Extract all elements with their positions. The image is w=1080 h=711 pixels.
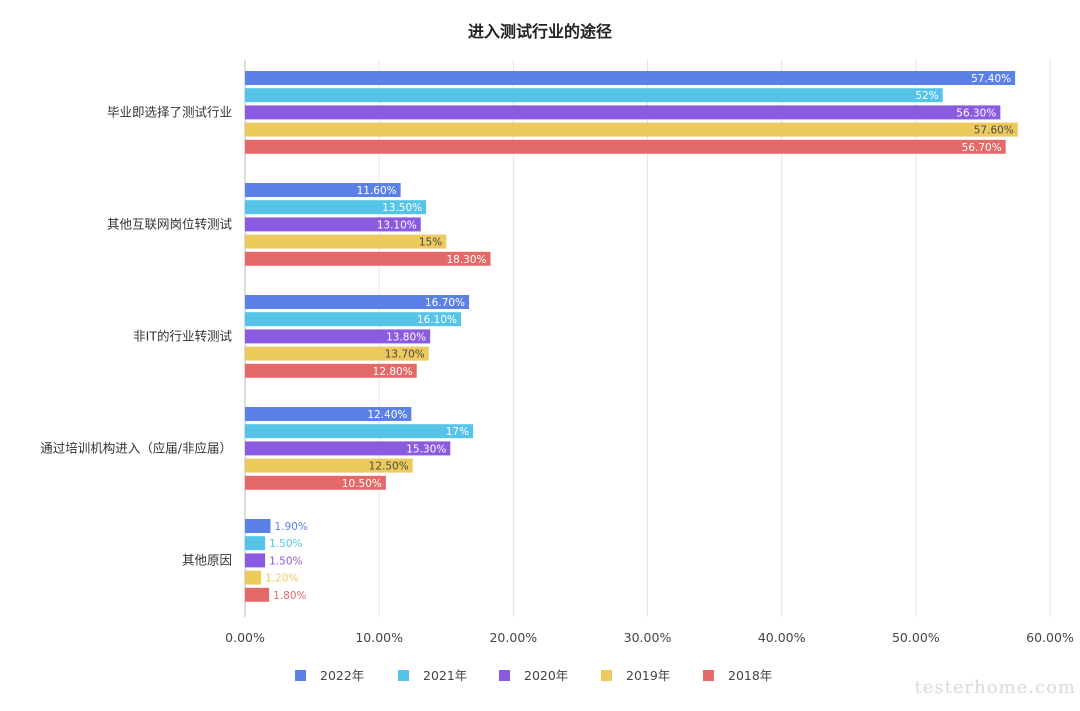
data-label: 52%	[915, 90, 938, 102]
bar	[245, 139, 1006, 154]
x-tick-label: 10.00%	[355, 630, 403, 645]
category-label: 非IT的行业转测试	[133, 328, 232, 343]
data-label: 56.70%	[962, 142, 1002, 154]
chart-title: 进入测试行业的途径	[468, 22, 612, 41]
category-label: 毕业即选择了测试行业	[107, 104, 232, 119]
data-label: 12.80%	[373, 366, 413, 378]
data-label: 56.30%	[956, 107, 996, 119]
watermark: testerhome.com	[915, 677, 1076, 698]
data-label: 16.10%	[417, 314, 457, 326]
bar	[245, 217, 421, 232]
data-label: 12.50%	[369, 461, 409, 473]
bar	[245, 424, 474, 439]
data-label: 1.20%	[265, 573, 298, 585]
legend-swatch	[295, 670, 306, 681]
data-label: 1.50%	[269, 538, 302, 550]
bar	[245, 475, 386, 490]
legend-swatch	[499, 670, 510, 681]
bar	[245, 329, 431, 344]
data-label: 1.50%	[269, 555, 302, 567]
bar	[245, 407, 412, 421]
value-axis: 0.00% 10.00% 20.00% 30.00% 40.00% 50.00% 60.00…	[225, 630, 1074, 645]
category-axis: 毕业即选择了测试行业其他互联网岗位转测试非IT的行业转测试通过培训机构进入（应届…	[40, 104, 232, 567]
category-label: 其他互联网岗位转测试	[107, 216, 233, 231]
data-label: 15%	[419, 237, 442, 249]
legend-label: 2020年	[524, 668, 568, 683]
data-labels: 57.40% 52% 56.30% 57.60% 56.70% 11.60% 13.50% 1…	[265, 73, 1014, 602]
data-label: 57.60%	[974, 125, 1014, 137]
data-label: 11.60%	[357, 185, 397, 197]
data-label: 1.80%	[273, 590, 306, 602]
bar	[245, 71, 1016, 85]
bar	[245, 587, 270, 602]
bar	[245, 105, 1001, 120]
x-tick-label: 0.00%	[225, 630, 265, 645]
data-label: 10.50%	[342, 478, 382, 490]
data-label: 15.30%	[406, 443, 446, 455]
bar	[245, 458, 413, 473]
x-tick-label: 20.00%	[489, 630, 537, 645]
data-label: 17%	[446, 426, 469, 438]
data-label: 12.40%	[367, 409, 407, 421]
bar	[245, 200, 427, 215]
x-tick-label: 50.00%	[892, 630, 940, 645]
data-label: 13.50%	[382, 202, 422, 214]
category-label: 其他原因	[182, 552, 232, 567]
x-tick-label: 30.00%	[624, 630, 672, 645]
bar	[245, 536, 266, 551]
legend-label: 2018年	[728, 668, 772, 683]
x-tick-label: 40.00%	[758, 630, 806, 645]
bar	[245, 88, 943, 103]
bar	[245, 122, 1018, 137]
data-label: 13.80%	[386, 331, 426, 343]
data-label: 57.40%	[971, 73, 1011, 85]
bar	[245, 346, 429, 361]
bar	[245, 183, 401, 197]
bar	[245, 295, 470, 309]
legend-label: 2022年	[320, 668, 364, 683]
bar	[245, 251, 491, 266]
data-label: 16.70%	[425, 297, 465, 309]
category-label: 通过培训机构进入（应届/非应届）	[40, 440, 232, 455]
data-label: 13.70%	[385, 349, 425, 361]
legend-swatch	[398, 670, 409, 681]
x-tick-label: 60.00%	[1026, 630, 1074, 645]
bar	[245, 234, 447, 249]
bars	[245, 71, 1018, 602]
bar	[245, 553, 266, 568]
bar	[245, 441, 451, 456]
data-label: 18.30%	[446, 254, 486, 266]
legend-swatch	[601, 670, 612, 681]
legend-label: 2021年	[423, 668, 467, 683]
bar	[245, 312, 462, 327]
legend-label: 2019年	[626, 668, 670, 683]
legend: 2022年 2021年 2020年 2019年 2018年	[295, 668, 772, 683]
bar	[245, 363, 417, 378]
bar	[245, 519, 271, 533]
legend-swatch	[703, 670, 714, 681]
data-label: 13.10%	[377, 219, 417, 231]
data-label: 1.90%	[274, 521, 307, 533]
bar	[245, 570, 262, 585]
